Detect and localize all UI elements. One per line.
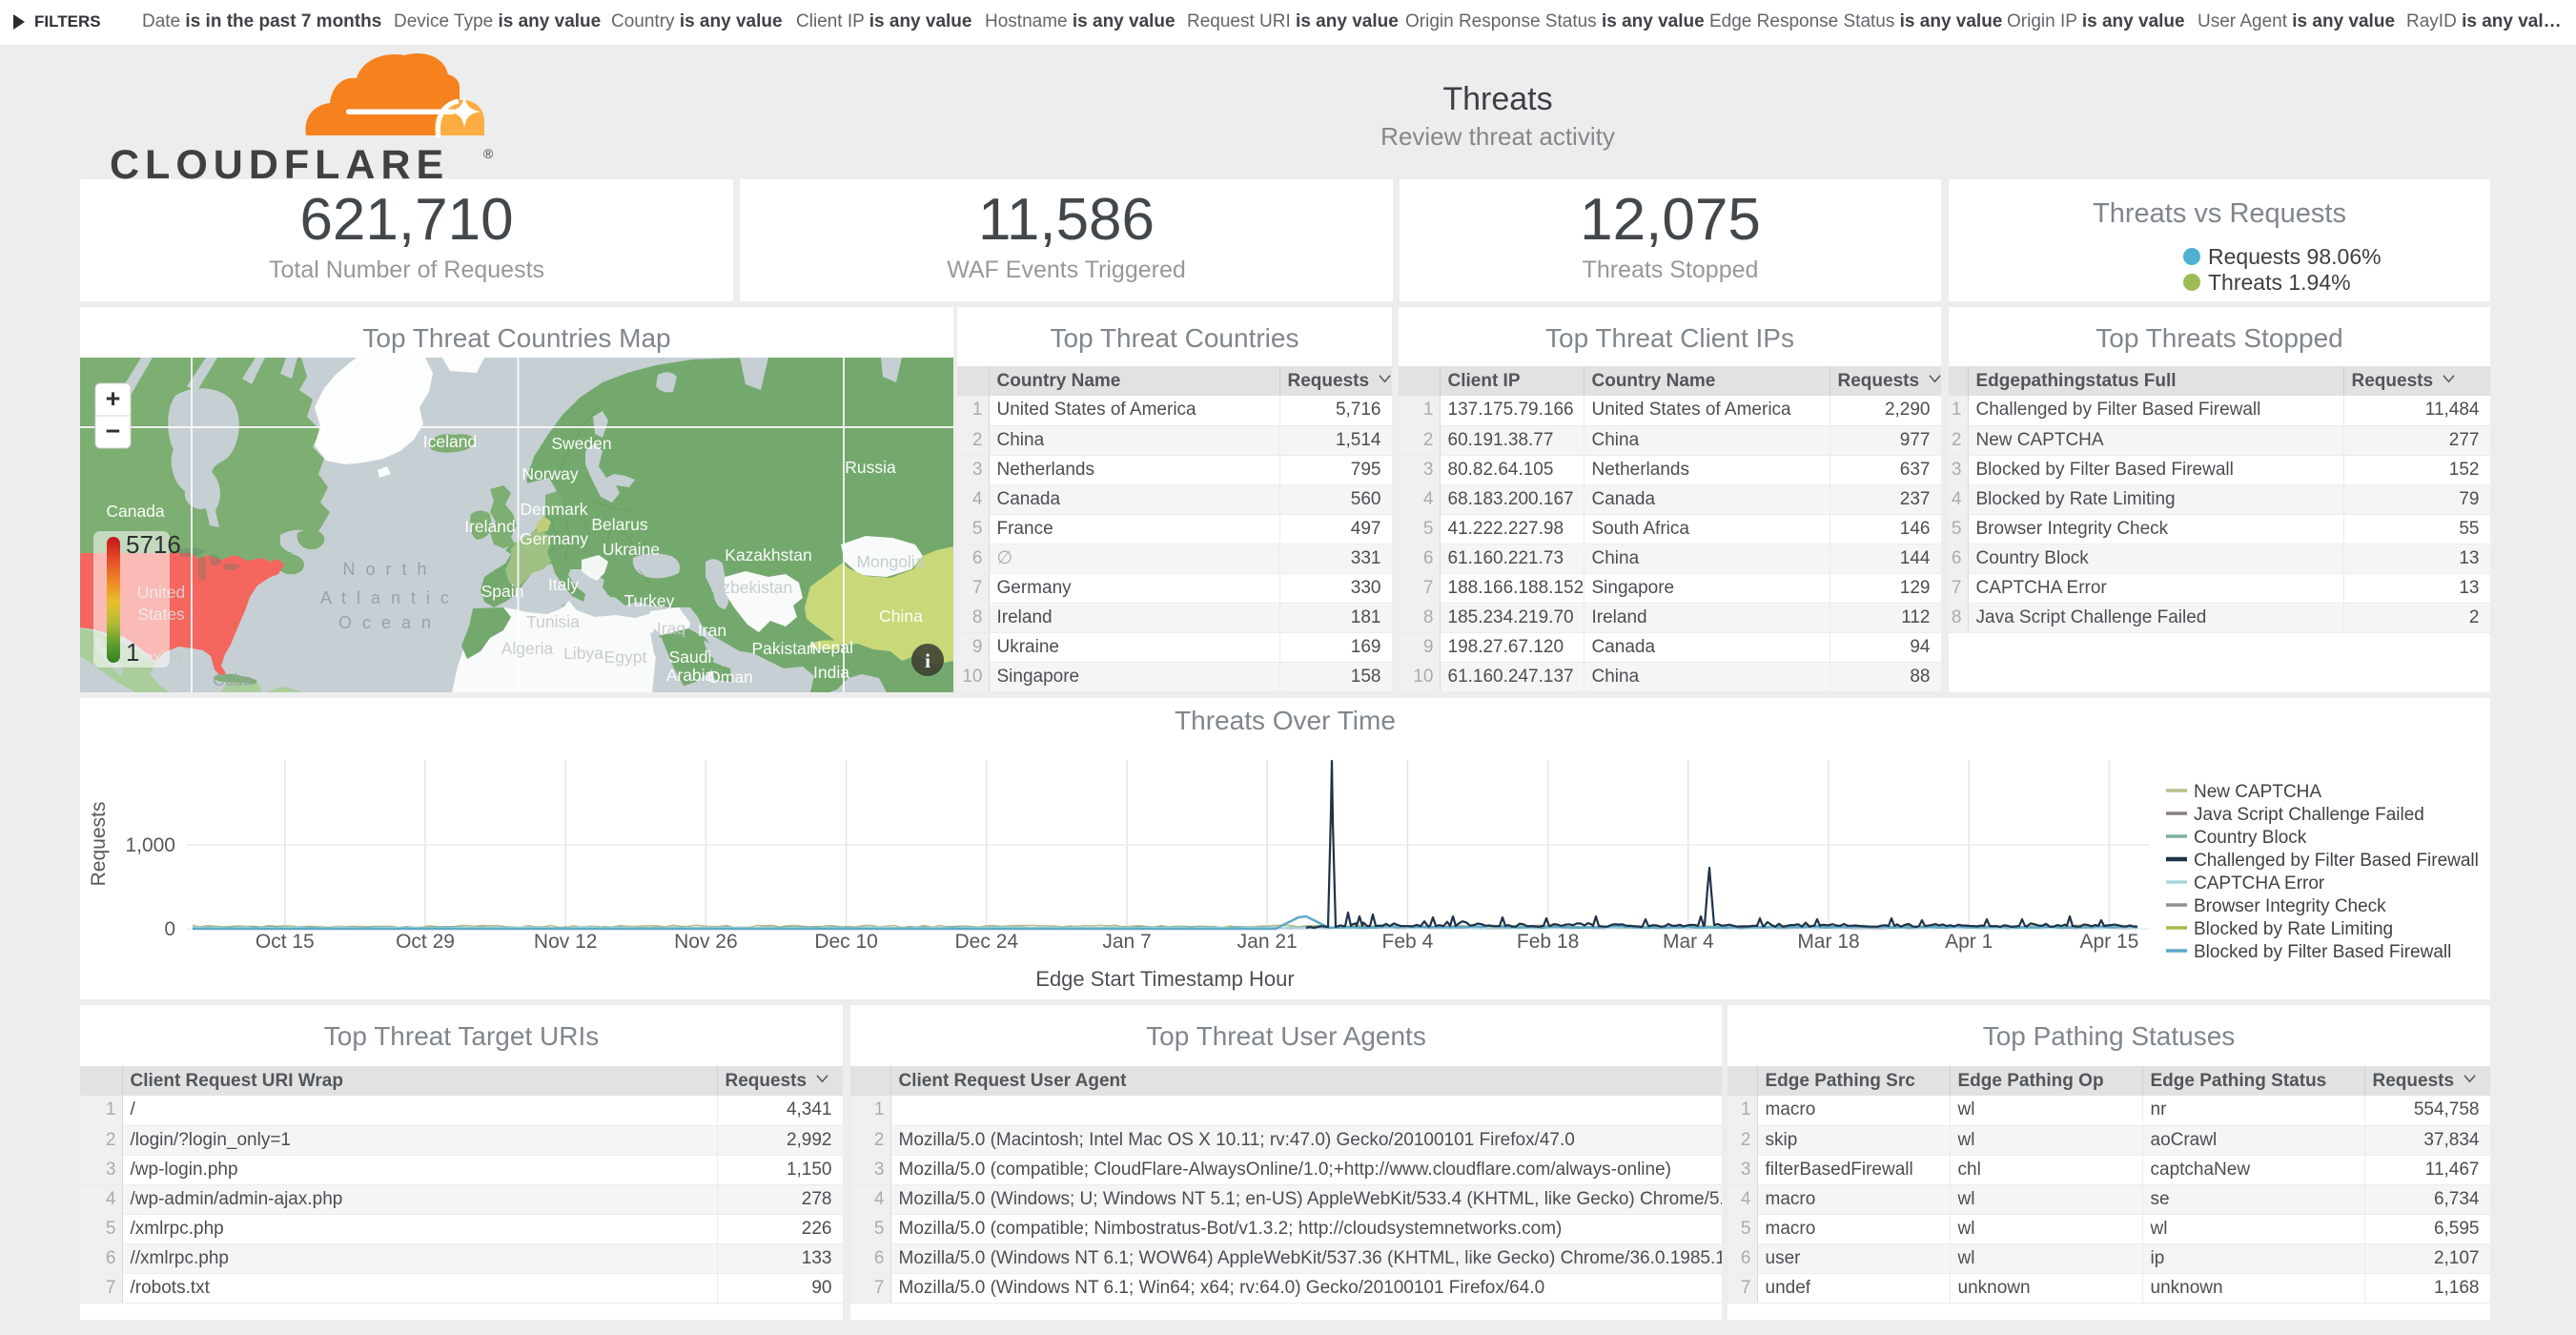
svg-text:CLOUDFLARE: CLOUDFLARE [110,142,449,181]
svg-text:Oman: Oman [707,668,753,687]
svg-text:Dec 24: Dec 24 [955,931,1019,953]
svg-text:O c e a n: O c e a n [338,613,434,632]
svg-text:Canada: Canada [106,502,165,521]
svg-text:Ireland: Ireland [464,517,516,536]
svg-text:Edge Start Timestamp Hour: Edge Start Timestamp Hour [1035,967,1294,991]
svg-text:Mar 18: Mar 18 [1797,931,1859,953]
svg-text:Iceland: Iceland [423,432,477,451]
svg-text:®: ® [483,146,494,161]
svg-text:N o r t h: N o r t h [342,560,429,579]
svg-text:Mongolia: Mongolia [856,552,924,571]
svg-text:A t l a n t i c: A t l a n t i c [320,588,452,607]
svg-text:Russia: Russia [845,458,896,477]
svg-text:Apr 1: Apr 1 [1945,931,1993,953]
svg-text:Uzbekistan: Uzbekistan [710,578,793,597]
svg-text:1: 1 [126,638,139,667]
svg-text:Jan 21: Jan 21 [1237,931,1298,953]
svg-text:Germany: Germany [520,529,588,548]
svg-text:Jan 7: Jan 7 [1102,931,1151,953]
svg-text:Spain: Spain [481,582,524,601]
svg-text:Mar 4: Mar 4 [1663,931,1714,953]
svg-text:5716: 5716 [126,530,181,559]
svg-text:Country Block: Country Block [2194,828,2307,848]
svg-text:Cuba: Cuba [213,670,253,689]
svg-text:Denmark: Denmark [521,500,588,519]
svg-text:Oct 15: Oct 15 [256,931,315,953]
svg-text:Requests: Requests [88,802,110,887]
svg-text:1,000: 1,000 [125,834,175,856]
svg-text:Iraq: Iraq [657,619,685,638]
svg-text:Oct 29: Oct 29 [396,931,455,953]
svg-text:Blocked by Filter Based Firewa: Blocked by Filter Based Firewall [2194,942,2451,962]
svg-text:Norway: Norway [521,464,579,483]
svg-text:Iran: Iran [698,621,726,640]
svg-text:Turkey: Turkey [624,591,675,610]
svg-text:Dec 10: Dec 10 [814,931,878,953]
svg-text:Libya: Libya [563,644,603,663]
svg-text:Algeria: Algeria [501,639,554,658]
svg-text:Java Script Challenge Failed: Java Script Challenge Failed [2194,805,2424,825]
svg-text:Arabia: Arabia [666,666,715,685]
svg-text:CAPTCHA Error: CAPTCHA Error [2194,873,2325,893]
svg-text:Nov 26: Nov 26 [674,931,738,953]
svg-text:Italy: Italy [548,575,579,594]
svg-text:Nepal: Nepal [809,638,853,657]
svg-text:Blocked by Rate Limiting: Blocked by Rate Limiting [2194,919,2393,939]
svg-text:India: India [813,663,849,682]
svg-text:Apr 15: Apr 15 [2079,931,2138,953]
svg-text:Feb 4: Feb 4 [1382,931,1434,953]
svg-text:Nov 12: Nov 12 [534,931,598,953]
svg-text:Browser Integrity Check: Browser Integrity Check [2194,896,2386,916]
svg-text:Ukraine: Ukraine [603,540,660,559]
svg-text:New CAPTCHA: New CAPTCHA [2194,782,2321,802]
svg-text:−: − [106,417,121,445]
svg-text:Sweden: Sweden [551,434,611,453]
svg-text:China: China [879,606,923,626]
svg-text:Tunisia: Tunisia [526,612,580,631]
svg-text:i: i [925,649,930,672]
svg-text:Belarus: Belarus [591,515,648,534]
svg-text:Feb 18: Feb 18 [1517,931,1579,953]
svg-text:Challenged by Filter Based Fir: Challenged by Filter Based Firewall [2194,851,2479,871]
svg-text:Saudi: Saudi [669,647,712,667]
svg-text:0: 0 [164,918,175,940]
svg-text:Egypt: Egypt [604,647,647,667]
svg-text:+: + [106,384,121,413]
svg-text:Pakistan: Pakistan [751,639,815,658]
svg-text:Kazakhstan: Kazakhstan [725,545,811,565]
